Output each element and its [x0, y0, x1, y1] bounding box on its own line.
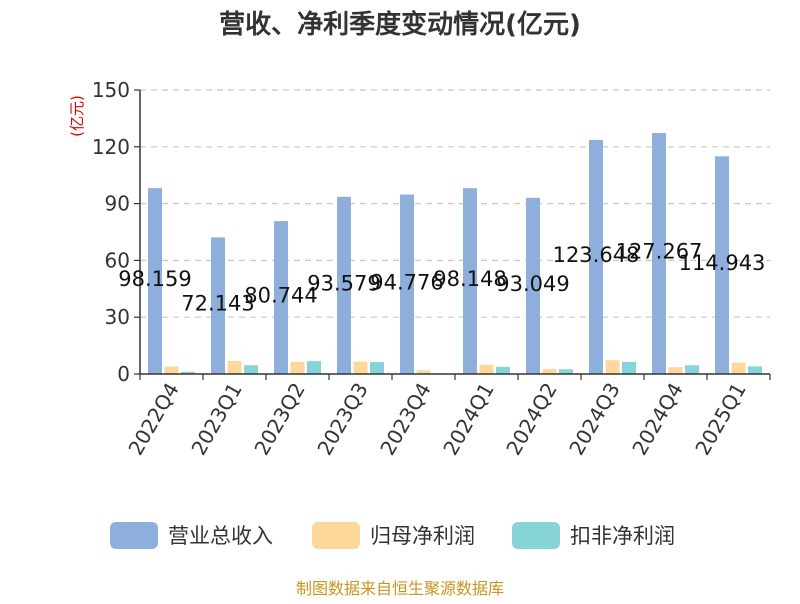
bar-net-profit [164, 366, 179, 374]
legend-swatch [512, 522, 560, 549]
legend-swatch [312, 522, 360, 549]
x-tick-label: 2024Q3 [564, 379, 624, 460]
x-tick-label: 2022Q4 [123, 379, 183, 460]
y-tick-label: 30 [105, 305, 130, 329]
data-label: 72.143 [181, 292, 254, 316]
bar-revenue [589, 139, 603, 374]
source-note: 制图数据来自恒生聚源数据库 [296, 579, 504, 598]
legend-item: 扣非净利润 [512, 522, 675, 549]
x-tick-label: 2025Q1 [690, 379, 750, 460]
y-tick-label: 0 [117, 362, 130, 386]
bar-revenue [463, 188, 477, 374]
y-tick-label: 90 [105, 192, 130, 216]
bar-net-profit [416, 370, 431, 374]
legend-item: 归母净利润 [312, 522, 475, 549]
data-label: 98.159 [118, 267, 191, 291]
legend-label: 扣非净利润 [570, 524, 675, 548]
bar-revenue [274, 221, 288, 374]
y-axis-unit-label: (亿元) [68, 95, 86, 137]
bar-deducted-net-profit [685, 365, 699, 374]
data-label: 114.943 [679, 251, 766, 275]
legend: 营业总收入 归母净利润 扣非净利润 [110, 522, 675, 549]
x-tick-label: 2023Q1 [186, 379, 246, 460]
bar-deducted-net-profit [622, 361, 636, 374]
data-label: 98.148 [433, 267, 506, 291]
x-tick-label: 2024Q4 [627, 379, 687, 460]
x-tick-label: 2024Q2 [501, 379, 561, 460]
bar-deducted-net-profit [370, 362, 384, 374]
bar-revenue [337, 196, 351, 374]
legend-swatch [110, 522, 158, 549]
y-tick-label: 120 [92, 135, 130, 159]
bar-revenue [400, 194, 414, 374]
bar-deducted-net-profit [181, 371, 195, 374]
x-tick-label: 2023Q3 [312, 379, 372, 460]
bar-deducted-net-profit [307, 361, 321, 374]
bar-revenue [211, 237, 225, 374]
x-tick-label: 2023Q4 [375, 379, 435, 460]
bar-revenue [652, 133, 666, 374]
bar-revenue [526, 197, 540, 374]
legend-item: 营业总收入 [110, 522, 273, 549]
data-labels: 98.15972.14380.74493.57994.77698.14893.0… [118, 240, 765, 316]
bar-revenue [148, 188, 162, 374]
bar-net-profit [290, 361, 305, 374]
data-label: 127.267 [616, 240, 703, 264]
bars [148, 133, 762, 374]
grid [140, 89, 770, 318]
bar-net-profit [479, 364, 494, 374]
data-label: 80.744 [244, 284, 317, 308]
bar-deducted-net-profit [748, 366, 762, 374]
chart-title: 营收、净利季度变动情况(亿元) [219, 9, 581, 40]
legend-label: 营业总收入 [168, 524, 273, 548]
data-label: 93.579 [307, 271, 380, 295]
bar-net-profit [731, 362, 746, 374]
data-label: 93.049 [496, 272, 569, 296]
bar-deducted-net-profit [244, 365, 258, 374]
bar-net-profit [353, 361, 368, 374]
bar-net-profit [542, 369, 557, 374]
bar-revenue [715, 156, 729, 374]
data-label: 123.648 [553, 243, 640, 267]
data-label: 94.776 [370, 270, 443, 294]
x-tick-label: 2024Q1 [438, 379, 498, 460]
bar-net-profit [605, 360, 620, 374]
y-tick-label: 60 [105, 248, 130, 272]
y-tick-label: 150 [92, 78, 130, 102]
bar-deducted-net-profit [559, 369, 573, 374]
bar-net-profit [668, 367, 683, 374]
bar-deducted-net-profit [496, 366, 510, 374]
x-tick-label: 2023Q2 [249, 379, 309, 460]
bar-net-profit [227, 360, 242, 374]
legend-label: 归母净利润 [370, 524, 475, 548]
